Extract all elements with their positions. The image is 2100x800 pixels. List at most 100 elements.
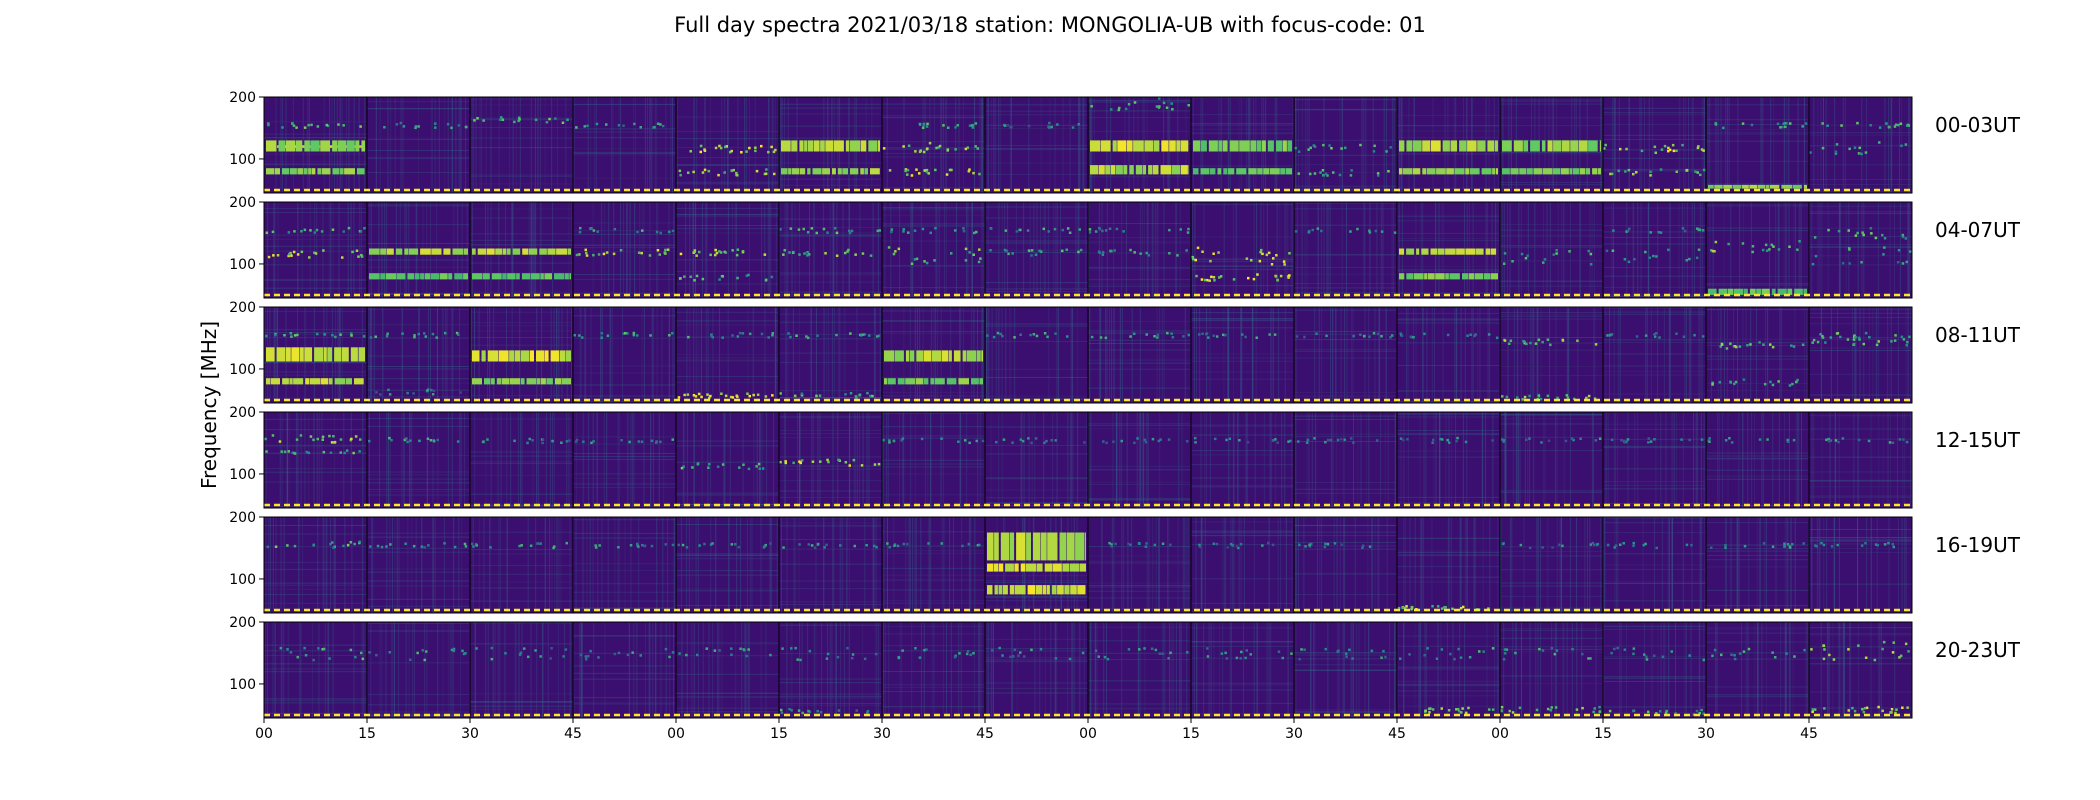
spectral-speckle bbox=[426, 437, 430, 440]
spectral-band bbox=[276, 347, 286, 362]
noise-line bbox=[573, 395, 676, 397]
spectral-speckle bbox=[860, 464, 864, 467]
noise-streak bbox=[1821, 202, 1823, 298]
noise-streak bbox=[1125, 202, 1127, 298]
noise-streak bbox=[1536, 307, 1538, 403]
noise-streak bbox=[386, 412, 388, 508]
spectral-speckle bbox=[825, 657, 829, 660]
spectral-speckle bbox=[287, 231, 291, 234]
noise-streak bbox=[1295, 412, 1296, 508]
spectral-speckle bbox=[320, 230, 324, 233]
noise-streak bbox=[1505, 412, 1507, 508]
noise-streak bbox=[317, 517, 319, 613]
noise-streak bbox=[434, 97, 436, 193]
spectral-speckle bbox=[1440, 607, 1444, 610]
spectral-speckle bbox=[332, 546, 335, 549]
noise-streak bbox=[604, 622, 606, 718]
noise-streak bbox=[1374, 517, 1376, 613]
spectral-speckle bbox=[736, 395, 739, 399]
spectral-speckle bbox=[329, 542, 332, 546]
noise-line bbox=[1809, 184, 1912, 185]
noise-line bbox=[882, 473, 985, 475]
spectra-segment bbox=[1087, 412, 1191, 508]
spectral-speckle bbox=[1589, 252, 1593, 256]
spectral-speckle bbox=[1777, 380, 1780, 383]
noise-streak bbox=[1600, 517, 1602, 613]
noise-line bbox=[1603, 517, 1706, 519]
spectral-band bbox=[1283, 140, 1287, 152]
noise-streak bbox=[933, 97, 935, 193]
spectral-speckle bbox=[1250, 259, 1253, 262]
spectral-band bbox=[1469, 168, 1480, 175]
noise-streak bbox=[1549, 307, 1550, 403]
spectral-speckle bbox=[730, 149, 733, 153]
noise-streak bbox=[587, 97, 589, 193]
noise-line bbox=[1397, 125, 1500, 127]
noise-streak bbox=[1015, 202, 1017, 298]
noise-streak bbox=[1147, 412, 1149, 508]
noise-line bbox=[779, 465, 882, 467]
noise-line bbox=[882, 331, 985, 333]
noise-streak bbox=[1509, 517, 1511, 613]
noise-line bbox=[1603, 468, 1706, 470]
noise-line bbox=[1706, 589, 1809, 591]
noise-streak bbox=[1255, 307, 1257, 403]
noise-streak bbox=[1527, 202, 1529, 298]
noise-streak bbox=[1614, 412, 1616, 508]
spectral-speckle bbox=[617, 124, 621, 127]
noise-streak bbox=[856, 307, 858, 403]
noise-streak bbox=[1301, 97, 1303, 193]
noise-streak bbox=[353, 622, 355, 718]
spectral-speckle bbox=[738, 331, 742, 335]
spectral-speckle bbox=[1654, 151, 1657, 154]
noise-streak bbox=[516, 622, 518, 718]
noise-streak bbox=[362, 412, 364, 508]
noise-streak bbox=[787, 202, 789, 298]
noise-streak bbox=[443, 517, 445, 613]
noise-streak bbox=[375, 97, 377, 193]
spectral-speckle bbox=[455, 331, 459, 335]
noise-streak bbox=[839, 517, 841, 613]
noise-streak bbox=[671, 97, 673, 193]
noise-streak bbox=[437, 412, 439, 508]
noise-line bbox=[573, 401, 676, 403]
spectral-band bbox=[1475, 248, 1484, 255]
spectral-band bbox=[916, 350, 924, 362]
noise-line bbox=[470, 455, 573, 457]
noise-streak bbox=[1750, 202, 1752, 298]
spectral-speckle bbox=[902, 542, 905, 546]
noise-streak bbox=[971, 202, 973, 298]
noise-streak bbox=[1554, 412, 1556, 508]
segment-background bbox=[1603, 97, 1706, 193]
spectral-speckle bbox=[706, 393, 709, 396]
noise-line bbox=[470, 117, 573, 119]
noise-streak bbox=[345, 97, 347, 193]
noise-streak bbox=[1084, 97, 1086, 193]
noise-line bbox=[1191, 268, 1294, 270]
spectral-speckle bbox=[578, 334, 581, 337]
noise-line bbox=[1603, 231, 1706, 233]
noise-line bbox=[676, 283, 779, 285]
spectral-band bbox=[328, 378, 333, 385]
noise-streak bbox=[1497, 202, 1499, 298]
spectral-speckle bbox=[388, 651, 391, 654]
noise-line bbox=[367, 308, 470, 310]
spectral-band bbox=[293, 378, 304, 385]
noise-line bbox=[470, 553, 573, 555]
noise-streak bbox=[1877, 202, 1879, 298]
noise-streak bbox=[770, 517, 771, 613]
spectral-band bbox=[1009, 585, 1015, 595]
noise-line bbox=[264, 561, 367, 563]
noise-streak bbox=[1689, 307, 1690, 403]
spectral-speckle bbox=[1432, 438, 1435, 442]
spectral-speckle bbox=[764, 172, 768, 175]
noise-streak bbox=[1747, 412, 1749, 508]
spectral-speckle bbox=[653, 125, 656, 129]
spectral-speckle bbox=[1848, 248, 1851, 251]
noise-streak bbox=[1225, 517, 1227, 613]
noise-streak bbox=[1591, 412, 1593, 508]
noise-line bbox=[676, 588, 779, 590]
spectral-speckle bbox=[1675, 332, 1678, 335]
noise-streak bbox=[667, 517, 669, 613]
noise-line bbox=[779, 416, 882, 418]
